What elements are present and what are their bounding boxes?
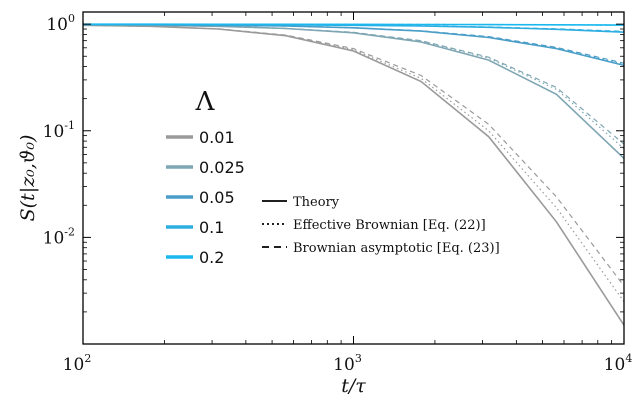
series-line-0.025-asymptotic [83, 24, 624, 145]
legend-title: Λ [195, 87, 216, 117]
legend-label-0.025: 0.025 [199, 158, 245, 177]
x-tick-label: 104 [604, 352, 633, 375]
style-label-asymptotic: Brownian asymptotic [Eq. (23)] [293, 241, 500, 256]
x-tick-label: 102 [63, 352, 92, 375]
y-tick-label: 100 [46, 12, 75, 35]
series-line-0.05-asymptotic [83, 24, 624, 64]
style-label-effective: Effective Brownian [Eq. (22)] [293, 218, 486, 233]
style-label-theory: Theory [293, 195, 340, 210]
series-line-0.2-theory [83, 23, 624, 26]
legend-label-0.2: 0.2 [199, 248, 224, 267]
series-line-0.01-theory [83, 24, 624, 326]
y-tick-label: 10-2 [43, 225, 75, 248]
x-axis-label: t/τ [341, 375, 366, 397]
y-tick-label: 10-1 [43, 119, 75, 142]
plot-area [83, 23, 624, 326]
y-axis-label: S(t|z₀,ϑ₀) [17, 135, 39, 222]
x-tick-label: 103 [333, 352, 362, 375]
plot-frame [82, 11, 625, 345]
series-line-0.05-effective [83, 24, 624, 65]
legend-label-0.01: 0.01 [199, 128, 235, 147]
axes: 102 103 104 10-2 10-1 100 t/τ S(t|z₀,ϑ₀) [17, 11, 633, 397]
legend: Λ 0.01 0.025 0.05 0.1 0.2 Theory Effective Brow… [166, 87, 500, 267]
legend-label-0.05: 0.05 [199, 188, 235, 207]
legend-label-0.1: 0.1 [199, 218, 224, 237]
series-line-0.01-effective [83, 24, 624, 302]
